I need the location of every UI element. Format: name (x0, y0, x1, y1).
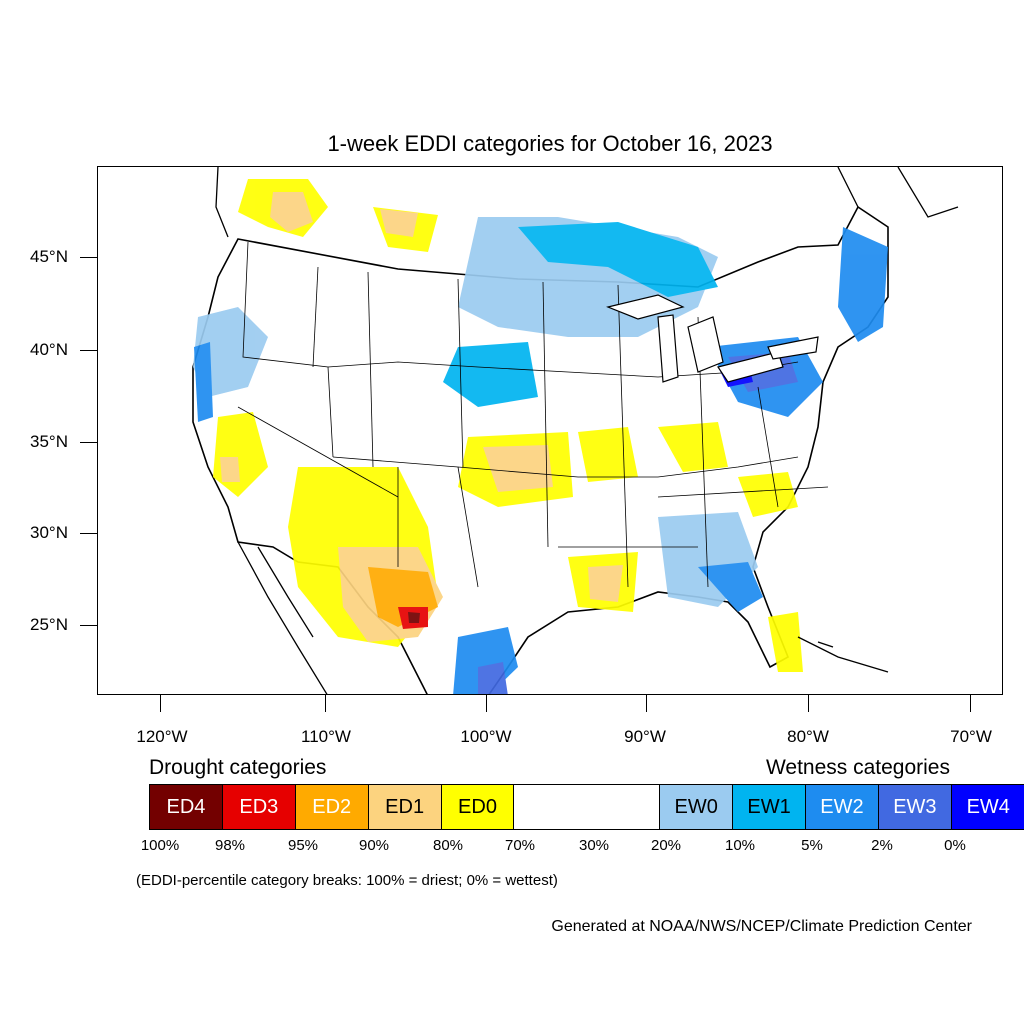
legend-swatch-ew3: EW3 (878, 785, 952, 829)
legend-label: ED4 (166, 795, 206, 818)
map-panel (97, 166, 1003, 695)
lon-label-90: 90°W (624, 727, 666, 746)
break-label: 10% (724, 837, 756, 854)
lat-tick (80, 350, 97, 351)
break-label: 20% (650, 837, 682, 854)
break-label: 70% (504, 837, 536, 854)
lon-tick (486, 695, 487, 712)
legend-label: EW3 (893, 795, 937, 818)
lon-label-120: 120°W (136, 727, 188, 746)
eddi-map (192, 167, 959, 694)
break-label: 90% (358, 837, 390, 854)
break-label: 2% (871, 837, 893, 854)
lat-tick (80, 533, 97, 534)
lat-tick (80, 257, 97, 258)
category-shading (193, 179, 888, 694)
drought-heading: Drought categories (149, 756, 327, 779)
legend-swatch-ed3: ED3 (222, 785, 296, 829)
legend-swatch-ed4: ED4 (150, 785, 223, 829)
break-label: 5% (801, 837, 823, 854)
legend-label: EW2 (820, 795, 864, 818)
lat-tick (80, 625, 97, 626)
legend-label: EW4 (966, 795, 1010, 818)
legend-label: ED2 (312, 795, 352, 818)
legend-swatch-ed0: ED0 (441, 785, 515, 829)
lon-tick (970, 695, 971, 712)
credit-line: Generated at NOAA/NWS/NCEP/Climate Predi… (551, 918, 972, 935)
outline-coast (215, 167, 959, 694)
category-note: (EDDI-percentile category breaks: 100% =… (136, 872, 558, 889)
lat-label-25: 25°N (30, 615, 68, 634)
legend-swatch-ed1: ED1 (368, 785, 442, 829)
legend-label: ED1 (385, 795, 425, 818)
legend-swatch-ew2: EW2 (806, 785, 879, 829)
break-label: 98% (214, 837, 246, 854)
legend-label: ED0 (458, 795, 497, 818)
lon-tick (646, 695, 647, 712)
lon-label-110: 110°W (301, 727, 351, 746)
break-label: 30% (578, 837, 610, 854)
break-label: 80% (432, 837, 464, 854)
break-label: 0% (944, 837, 966, 854)
break-label: 100% (140, 837, 180, 854)
lon-label-70: 70°W (950, 727, 992, 746)
lat-label-40: 40°N (30, 340, 68, 359)
lon-tick (808, 695, 809, 712)
legend-swatch-ed2: ED2 (295, 785, 369, 829)
lon-tick (160, 695, 161, 712)
great-lakes (606, 294, 819, 383)
wetness-heading: Wetness categories (765, 756, 950, 779)
lat-label-45: 45°N (30, 247, 68, 266)
legend-swatch-ew1: EW1 (733, 785, 807, 829)
break-label: 95% (287, 837, 319, 854)
lat-tick (80, 442, 97, 443)
lon-label-80: 80°W (787, 727, 829, 746)
legend-label: EW1 (747, 795, 791, 818)
legend-swatch-ew0: EW0 (660, 785, 734, 829)
legend-swatch-ew4: EW4 (951, 785, 1024, 829)
legend-swatch-neutral (514, 785, 661, 829)
lon-label-100: 100°W (460, 727, 512, 746)
lat-label-35: 35°N (30, 432, 68, 451)
map-title: 1-week EDDI categories for October 16, 2… (327, 131, 773, 156)
legend-bar: ED4 ED3 ED2 ED1 ED0 EW0 EW1 EW2 EW3 EW4 (149, 784, 1024, 830)
lat-label-30: 30°N (30, 523, 68, 542)
lon-tick (325, 695, 326, 712)
legend-label: EW0 (674, 795, 718, 818)
legend-label: ED3 (239, 795, 279, 818)
